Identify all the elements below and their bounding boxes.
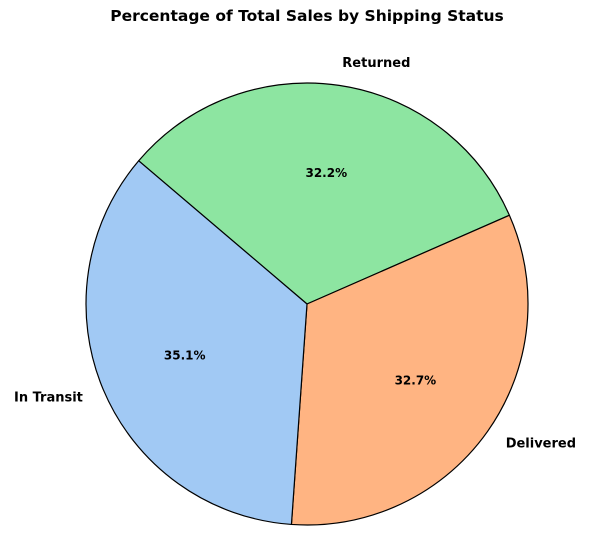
slice-category-label: In Transit (14, 391, 83, 406)
pie-slice-delivered (290, 214, 529, 526)
slice-percent-label: 32.7% (395, 373, 437, 387)
pie-slices (85, 82, 529, 526)
slice-percent-label: 35.1% (164, 348, 206, 362)
chart-title: Percentage of Total Sales by Shipping St… (110, 7, 504, 25)
pie-slice-returned (138, 82, 510, 305)
slice-category-label: Returned (342, 56, 410, 71)
pie-labels: 32.2% Returned 32.7% Delivered 35.1% In Trans… (14, 56, 576, 452)
pie-slice-in-transit (85, 160, 308, 526)
slice-percent-label: 32.2% (305, 166, 347, 180)
slice-category-label: Delivered (506, 437, 576, 452)
